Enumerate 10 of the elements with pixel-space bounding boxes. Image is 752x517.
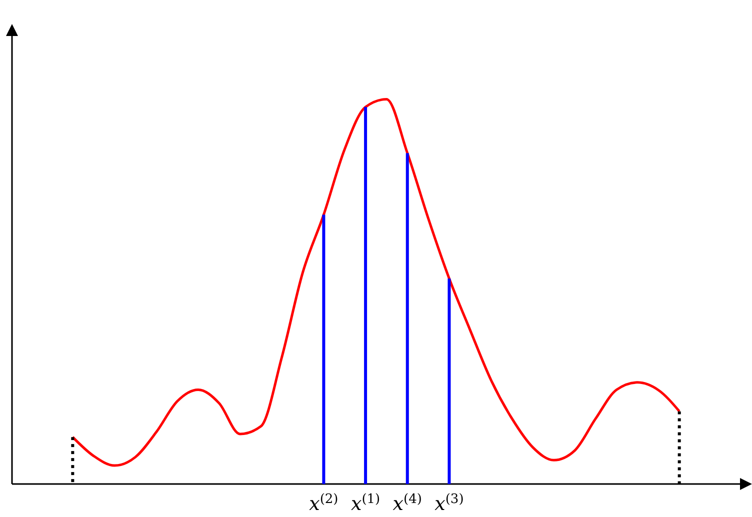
bar: [71, 437, 74, 484]
x-tick-label: x$^{(2)}$: [309, 492, 338, 515]
bar: [448, 278, 451, 484]
bar: [364, 106, 368, 484]
x-tick-label: x$^{(3)}$: [434, 492, 464, 515]
bar: [678, 411, 681, 484]
x-tick-label: x$^{(1)}$: [350, 492, 380, 515]
x-tick-label: x$^{(4)}$: [392, 492, 422, 515]
bar: [406, 153, 409, 484]
bar: [322, 214, 326, 484]
